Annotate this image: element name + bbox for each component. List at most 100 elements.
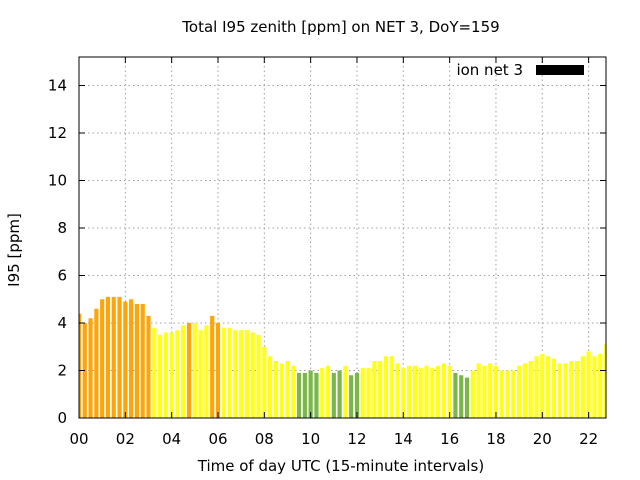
bar bbox=[100, 299, 105, 418]
x-tick-label: 18 bbox=[486, 430, 505, 448]
bar bbox=[279, 363, 284, 418]
y-tick-label: 12 bbox=[48, 124, 67, 142]
bar bbox=[285, 361, 290, 418]
bar bbox=[598, 353, 603, 418]
bar bbox=[215, 323, 221, 418]
bar bbox=[296, 372, 302, 418]
bar bbox=[499, 370, 504, 418]
x-tick-label: 20 bbox=[533, 430, 552, 448]
bar bbox=[383, 356, 389, 418]
bar bbox=[354, 372, 360, 418]
bar bbox=[418, 368, 423, 418]
bar bbox=[482, 365, 487, 418]
bar bbox=[546, 356, 551, 418]
bar bbox=[79, 313, 82, 418]
y-tick-labels: 0 2 4 6 8 10 12 14 bbox=[48, 77, 67, 428]
bar bbox=[129, 299, 134, 418]
bar bbox=[239, 330, 244, 418]
bar bbox=[337, 370, 342, 418]
bar bbox=[569, 361, 574, 418]
bar bbox=[331, 372, 336, 418]
bar bbox=[320, 368, 325, 418]
bar bbox=[291, 365, 296, 418]
bar bbox=[140, 304, 145, 418]
bar bbox=[453, 372, 458, 418]
bar bbox=[401, 368, 406, 418]
bar bbox=[360, 368, 365, 418]
bar bbox=[447, 365, 452, 418]
axis-ticks bbox=[78, 57, 606, 419]
y-axis-label: I95 [ppm] bbox=[5, 213, 23, 287]
bar bbox=[534, 356, 539, 418]
legend: ion net 3 bbox=[456, 61, 584, 79]
x-tick-label: 14 bbox=[394, 430, 413, 448]
bar bbox=[198, 330, 203, 418]
bar bbox=[325, 365, 331, 418]
y-tick-label: 2 bbox=[57, 362, 67, 380]
plot-frame bbox=[78, 56, 607, 419]
bar bbox=[435, 365, 441, 418]
bar bbox=[470, 370, 475, 418]
bar bbox=[586, 351, 591, 418]
bar bbox=[563, 363, 568, 418]
bar bbox=[430, 368, 435, 418]
bar bbox=[574, 361, 580, 418]
x-axis-label: Time of day UTC (15-minute intervals) bbox=[197, 457, 484, 475]
bar bbox=[488, 363, 493, 418]
bar bbox=[227, 327, 232, 418]
bar bbox=[117, 296, 122, 418]
bar bbox=[250, 332, 255, 418]
legend-swatch bbox=[536, 65, 584, 75]
bar bbox=[557, 363, 562, 418]
bar bbox=[517, 365, 522, 418]
bar-series bbox=[79, 296, 606, 418]
bar bbox=[349, 375, 354, 418]
bar bbox=[88, 318, 93, 418]
bar bbox=[244, 330, 250, 418]
bar bbox=[94, 308, 99, 418]
bar bbox=[308, 370, 313, 418]
bar bbox=[152, 327, 157, 418]
bar bbox=[389, 356, 394, 418]
bar bbox=[169, 332, 174, 418]
bar bbox=[302, 372, 307, 418]
bar bbox=[268, 356, 273, 418]
bar bbox=[262, 346, 267, 418]
x-tick-label: 06 bbox=[208, 430, 227, 448]
bar bbox=[186, 323, 192, 418]
x-tick-labels: 00 02 04 06 08 10 12 14 16 18 20 22 bbox=[69, 430, 598, 448]
bar bbox=[105, 296, 111, 418]
bar bbox=[441, 363, 446, 418]
bar bbox=[603, 344, 606, 418]
bar bbox=[233, 330, 238, 418]
grid-lines bbox=[79, 57, 606, 418]
y-tick-label: 4 bbox=[57, 314, 67, 332]
bar bbox=[256, 334, 261, 418]
bar bbox=[407, 365, 412, 418]
y-tick-label: 6 bbox=[57, 267, 67, 285]
bar bbox=[395, 363, 400, 418]
bar bbox=[459, 375, 464, 418]
bar bbox=[204, 325, 209, 418]
chart-title: Total I95 zenith [ppm] on NET 3, DoY=159 bbox=[181, 18, 499, 36]
legend-label: ion net 3 bbox=[456, 61, 523, 79]
bar bbox=[210, 315, 215, 418]
bar bbox=[528, 361, 533, 418]
y-tick-label: 14 bbox=[48, 77, 67, 95]
bar bbox=[505, 370, 510, 418]
bar bbox=[511, 370, 516, 418]
y-tick-label: 10 bbox=[48, 172, 67, 190]
bar bbox=[123, 301, 128, 418]
bar bbox=[157, 334, 163, 418]
bar bbox=[476, 363, 481, 418]
bar bbox=[412, 365, 417, 418]
bar bbox=[192, 323, 197, 418]
bar bbox=[221, 327, 226, 418]
bar bbox=[522, 363, 528, 418]
bar bbox=[493, 365, 499, 418]
x-tick-label: 04 bbox=[162, 430, 181, 448]
bar bbox=[580, 356, 585, 418]
x-tick-label: 02 bbox=[116, 430, 135, 448]
bar bbox=[163, 332, 168, 418]
